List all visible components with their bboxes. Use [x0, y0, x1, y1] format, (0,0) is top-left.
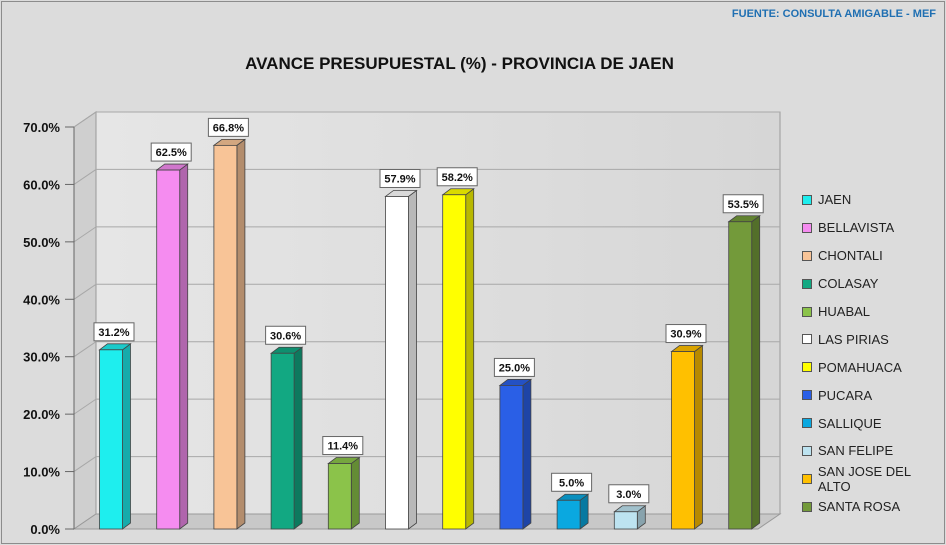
y-tick-label: 0.0% [30, 522, 60, 537]
legend-label: SANTA ROSA [818, 499, 901, 515]
svg-text:30.9%: 30.9% [670, 329, 701, 341]
legend-item: SAN FELIPE [802, 437, 944, 465]
data-label: 30.6% [265, 325, 307, 345]
data-label: 5.0% [551, 472, 593, 492]
bar-jaen [98, 343, 132, 530]
data-label: 58.2% [436, 167, 478, 187]
legend: JAEN BELLAVISTA CHONTALI COLASAY HUABAL LAS P… [802, 186, 944, 521]
data-label: 11.4% [322, 436, 364, 456]
legend-label: SALLIQUE [818, 415, 882, 431]
legend-label: CHONTALI [818, 248, 883, 264]
svg-text:57.9%: 57.9% [384, 173, 415, 185]
gridline-side [73, 456, 97, 472]
legend-item: POMAHUACA [802, 353, 944, 381]
legend-item: SAN JOSE DEL ALTO [802, 463, 944, 494]
legend-swatch [802, 306, 812, 317]
gridline-side [73, 341, 97, 358]
y-tick-label: 60.0% [23, 177, 60, 192]
source-note: FUENTE: CONSULTA AMIGABLE - MEF [731, 8, 936, 20]
data-label: 25.0% [493, 357, 535, 377]
gridline-side [73, 226, 97, 243]
legend-swatch [802, 473, 812, 484]
svg-text:58.2%: 58.2% [442, 172, 473, 184]
svg-text:11.4%: 11.4% [328, 441, 359, 453]
legend-label: SAN FELIPE [818, 443, 894, 459]
legend-item: BELLAVISTA [802, 214, 944, 242]
svg-text:66.8%: 66.8% [213, 122, 244, 134]
legend-item: SALLIQUE [802, 409, 944, 437]
legend-swatch [802, 418, 812, 429]
legend-item: PUCARA [802, 381, 944, 409]
legend-item: CHONTALI [802, 242, 944, 270]
bar-las-pirias [384, 189, 418, 530]
bar-santa-rosa [727, 214, 761, 530]
legend-swatch [802, 278, 812, 289]
gridline-side [73, 169, 97, 185]
bar-chontali [212, 138, 247, 530]
legend-swatch [802, 334, 812, 345]
svg-text:3.0%: 3.0% [616, 489, 641, 501]
bar-san-jose-del-alto [670, 344, 704, 530]
y-tick-label: 70.0% [23, 120, 60, 135]
legend-label: SAN JOSE DEL ALTO [817, 463, 911, 494]
legend-swatch [802, 501, 812, 512]
svg-text:30.6%: 30.6% [270, 330, 301, 342]
bar-sallique [555, 493, 590, 530]
legend-label: POMAHUACA [818, 359, 902, 375]
y-tick-label: 10.0% [23, 465, 60, 480]
data-label: 3.0% [608, 484, 650, 504]
y-tick-label: 40.0% [23, 292, 60, 307]
gridline-side [73, 398, 97, 415]
bars [98, 138, 761, 530]
legend-swatch [802, 194, 812, 205]
legend-swatch [802, 362, 812, 373]
legend-swatch [802, 445, 812, 456]
side-wall [73, 111, 97, 530]
legend-label: BELLAVISTA [818, 220, 895, 236]
bar-pomahuaca [441, 187, 475, 530]
legend-item: COLASAY [802, 270, 944, 298]
legend-label: JAEN [818, 192, 852, 208]
legend-label: PUCARA [818, 387, 873, 403]
gridline-side [73, 283, 97, 300]
floor [72, 513, 782, 530]
data-label: 53.5% [722, 194, 764, 214]
chart-title: AVANCE PRESUPUESTAL (%) - PROVINCIA DE J… [245, 54, 674, 73]
svg-text:5.0%: 5.0% [559, 477, 584, 489]
data-label: 62.5% [150, 142, 192, 162]
y-axis-ticks: 0.0% 10.0% 20.0% 30.0% 40.0% 50.0% 60.0% 70.0% [23, 120, 75, 537]
svg-text:53.5%: 53.5% [728, 199, 759, 211]
bar-bellavista [155, 163, 189, 530]
data-labels: 31.2% 62.5% 66.8% 30.6% 11.4% 57.9% 58.2% 25.0%… [93, 117, 764, 504]
gridline-side [73, 111, 97, 128]
legend-label: HUABAL [818, 304, 871, 319]
y-tick-label: 30.0% [23, 350, 60, 365]
legend-swatch [802, 390, 812, 401]
svg-text:25.0%: 25.0% [499, 362, 530, 374]
legend-item: LAS PIRIAS [802, 325, 944, 353]
bar-colasay [269, 346, 304, 530]
y-tick-label: 50.0% [23, 235, 60, 250]
svg-text:62.5%: 62.5% [156, 147, 187, 159]
bar-huabal [327, 456, 361, 530]
legend-item: SANTA ROSA [802, 493, 944, 521]
data-label: 30.9% [665, 324, 707, 344]
svg-text:31.2%: 31.2% [98, 327, 129, 339]
data-label: 57.9% [379, 168, 421, 188]
legend-item: HUABAL [802, 298, 944, 326]
legend-swatch [802, 250, 812, 261]
data-label: 31.2% [93, 322, 135, 342]
legend-label: LAS PIRIAS [818, 331, 889, 347]
legend-label: COLASAY [818, 276, 879, 292]
legend-item: JAEN [802, 186, 944, 214]
bar-pucara [498, 378, 533, 530]
legend-swatch [802, 222, 812, 233]
bar-san-felipe [613, 504, 647, 530]
y-tick-label: 20.0% [23, 407, 60, 422]
data-label: 66.8% [207, 117, 249, 137]
